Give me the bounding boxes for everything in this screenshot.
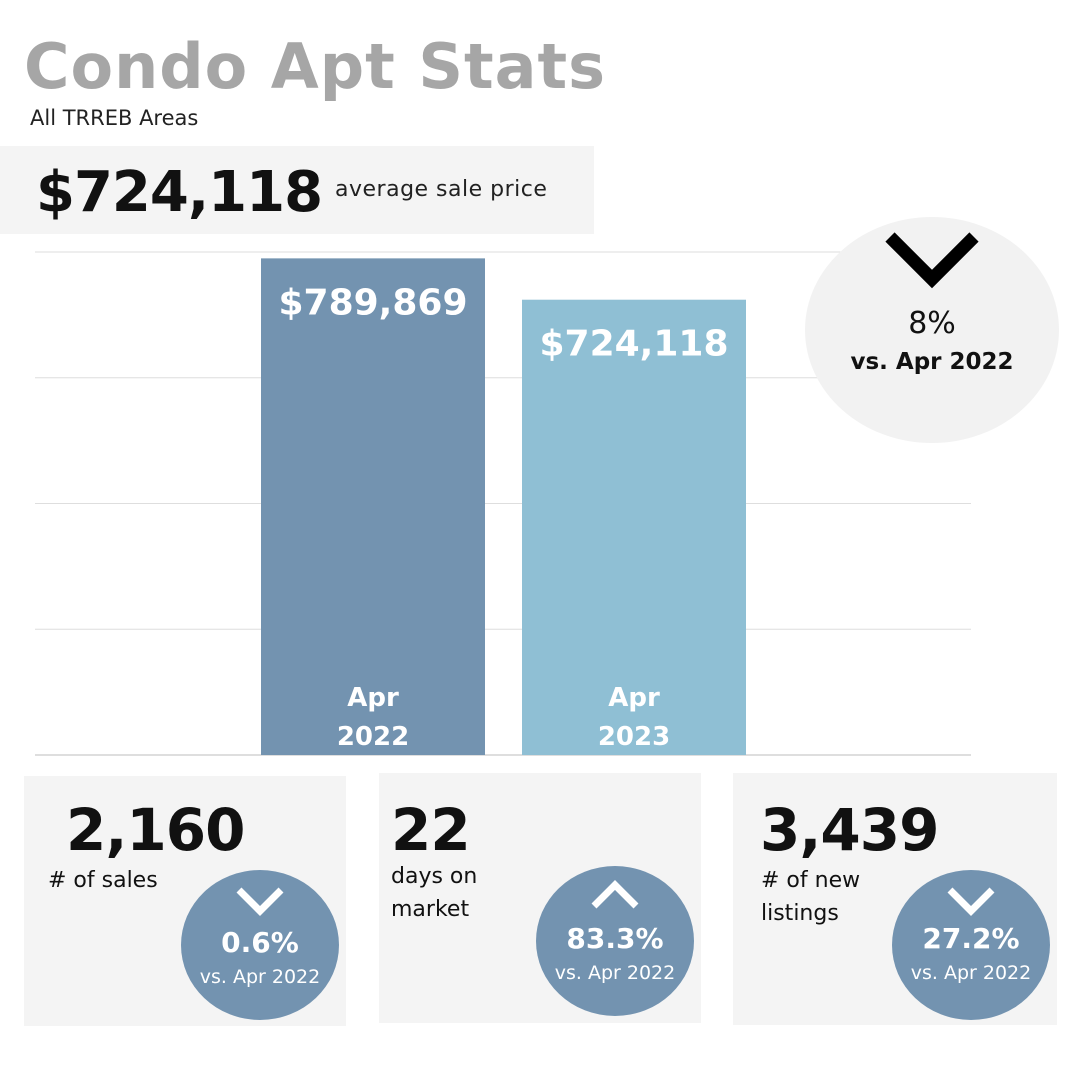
chevron-down-icon <box>236 887 284 916</box>
average-price-label: average sale price <box>335 177 548 202</box>
stat-change-badge: 27.2% vs. Apr 2022 <box>892 870 1050 1020</box>
chart-category-label: Apr <box>347 683 399 713</box>
stat-value: 3,439 <box>760 796 939 864</box>
stat-value: 22 <box>391 796 471 864</box>
stat-label: # of sales <box>48 868 158 893</box>
chart-bars: $789,869 Apr 2022 $724,118 Apr 2023 <box>261 258 746 755</box>
price-change-comparison: vs. Apr 2022 <box>850 349 1014 375</box>
chevron-up-icon <box>591 880 639 909</box>
average-price-panel <box>0 146 594 234</box>
chevron-down-icon <box>885 232 979 289</box>
chart-category-label: Apr <box>608 683 660 713</box>
stat-label: days on market <box>391 864 478 922</box>
stat-change-percent: 27.2% <box>922 922 1020 955</box>
chart-data-label: $789,869 <box>278 282 467 323</box>
stat-change-comparison: vs. Apr 2022 <box>199 966 321 988</box>
chart-category-label: 2023 <box>598 722 670 752</box>
stat-change-badge: 83.3% vs. Apr 2022 <box>536 866 694 1016</box>
stat-change-percent: 83.3% <box>566 922 664 955</box>
stat-change-comparison: vs. Apr 2022 <box>910 962 1032 984</box>
chart-bar <box>522 299 746 755</box>
page-subtitle: All TRREB Areas <box>30 106 199 130</box>
chart-category-label: 2022 <box>337 722 409 752</box>
stat-change-comparison: vs. Apr 2022 <box>554 962 676 984</box>
chevron-down-icon <box>947 887 995 916</box>
price-change-badge <box>805 217 1059 443</box>
chart-gridlines <box>35 251 971 756</box>
stat-label: # of new listings <box>761 868 861 926</box>
page-title: Condo Apt Stats <box>24 30 607 103</box>
chart-bar <box>261 258 485 755</box>
stat-change-percent: 0.6% <box>221 926 299 959</box>
average-price-value: $724,118 <box>36 160 323 225</box>
chart-data-label: $724,118 <box>539 324 728 365</box>
price-change-percent: 8% <box>908 306 956 341</box>
stat-change-badge: 0.6% vs. Apr 2022 <box>181 870 339 1020</box>
stat-value: 2,160 <box>66 796 245 864</box>
